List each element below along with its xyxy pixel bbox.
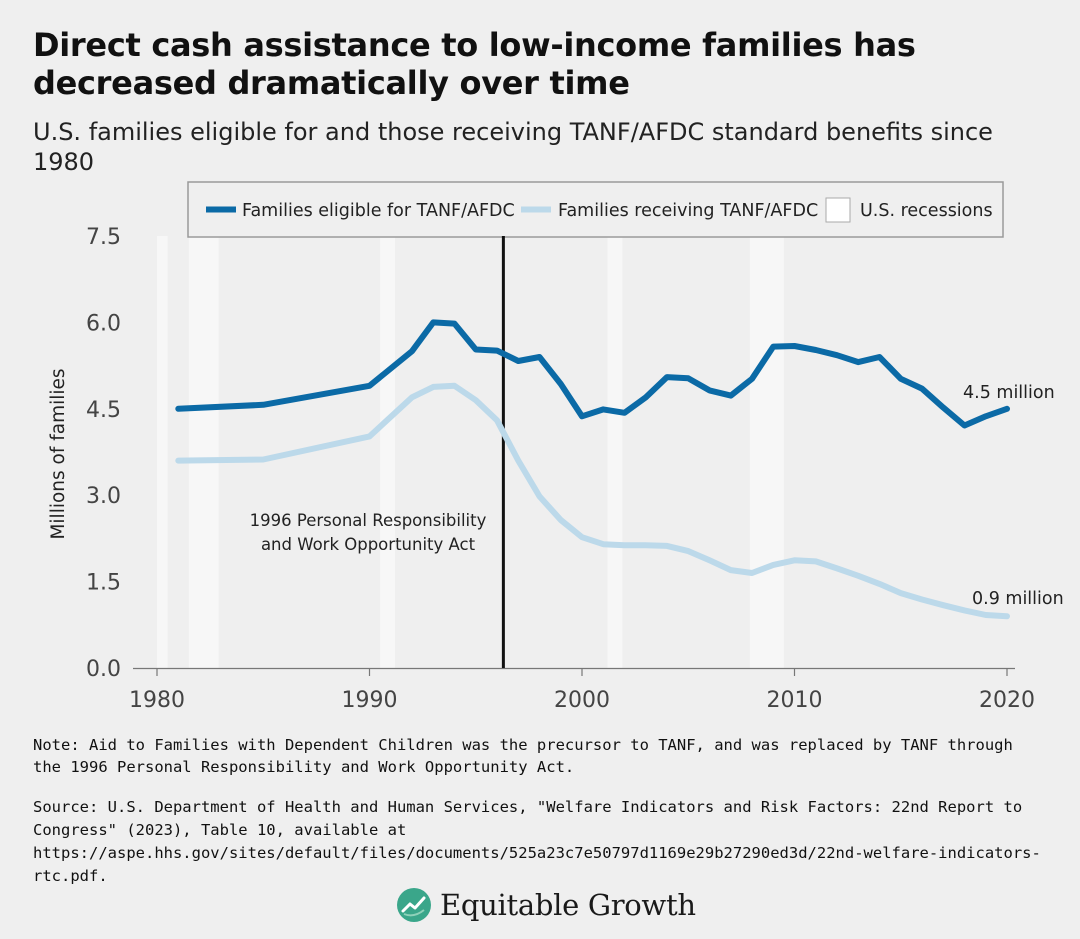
source-text: Source: U.S. Department of Health and Hu…: [33, 798, 1041, 885]
chart: Families eligible for TANF/AFDC Families…: [48, 181, 1064, 713]
y-tick-label: 1.5: [86, 571, 121, 596]
x-tick-label: 1990: [342, 688, 398, 713]
legend-recession-label: U.S. recessions: [860, 201, 993, 221]
logo-text: Equitable Growth: [440, 888, 696, 922]
end-label-eligible: 4.5 million: [963, 383, 1055, 403]
legend-eligible-label: Families eligible for TANF/AFDC: [242, 201, 515, 221]
x-tick-label: 2010: [767, 688, 823, 713]
series-line-receiving: [175, 382, 1010, 620]
logo: Equitable Growth: [396, 884, 696, 926]
end-label-receiving: 0.9 million: [972, 589, 1064, 609]
y-tick-label: 6.0: [86, 311, 121, 336]
y-tick-label: 7.5: [86, 225, 121, 250]
x-tick-label: 1980: [129, 688, 185, 713]
annotation-text-line2: and Work Opportunity Act: [261, 535, 476, 554]
chart-subtitle: U.S. families eligible for and those rec…: [33, 118, 993, 176]
note-text: Note: Aid to Families with Dependent Chi…: [33, 736, 1013, 776]
y-axis-label: Millions of families: [48, 368, 69, 539]
legend-receiving-label: Families receiving TANF/AFDC: [558, 201, 818, 221]
y-tick-label: 0.0: [86, 657, 121, 682]
y-tick-label: 4.5: [86, 398, 121, 423]
equitable-growth-leaf-icon: [397, 888, 431, 922]
chart-title: Direct cash assistance to low-income fam…: [33, 26, 916, 102]
series-line-eligible: [175, 319, 1010, 429]
x-tick-label: 2020: [979, 688, 1035, 713]
legend: Families eligible for TANF/AFDC Families…: [187, 181, 1004, 238]
annotation: 1996 Personal Responsibility and Work Opp…: [250, 236, 505, 668]
series: 4.5 million 0.9 million: [175, 319, 1064, 620]
legend-box: [187, 181, 1004, 238]
recession-band: [380, 236, 395, 668]
y-tick-label: 3.0: [86, 484, 121, 509]
recession-band: [157, 236, 168, 668]
legend-recession-swatch: [825, 197, 851, 223]
recession-band: [749, 236, 784, 668]
recession-bands: [157, 236, 784, 668]
recession-band: [188, 236, 219, 668]
axes: 0.0 1.5 3.0 4.5 6.0 7.5 1980 1990 2000 2010 2020: [86, 225, 1035, 713]
annotation-text-line1: 1996 Personal Responsibility: [250, 511, 487, 530]
x-tick-label: 2000: [554, 688, 610, 713]
recession-band: [607, 236, 623, 668]
